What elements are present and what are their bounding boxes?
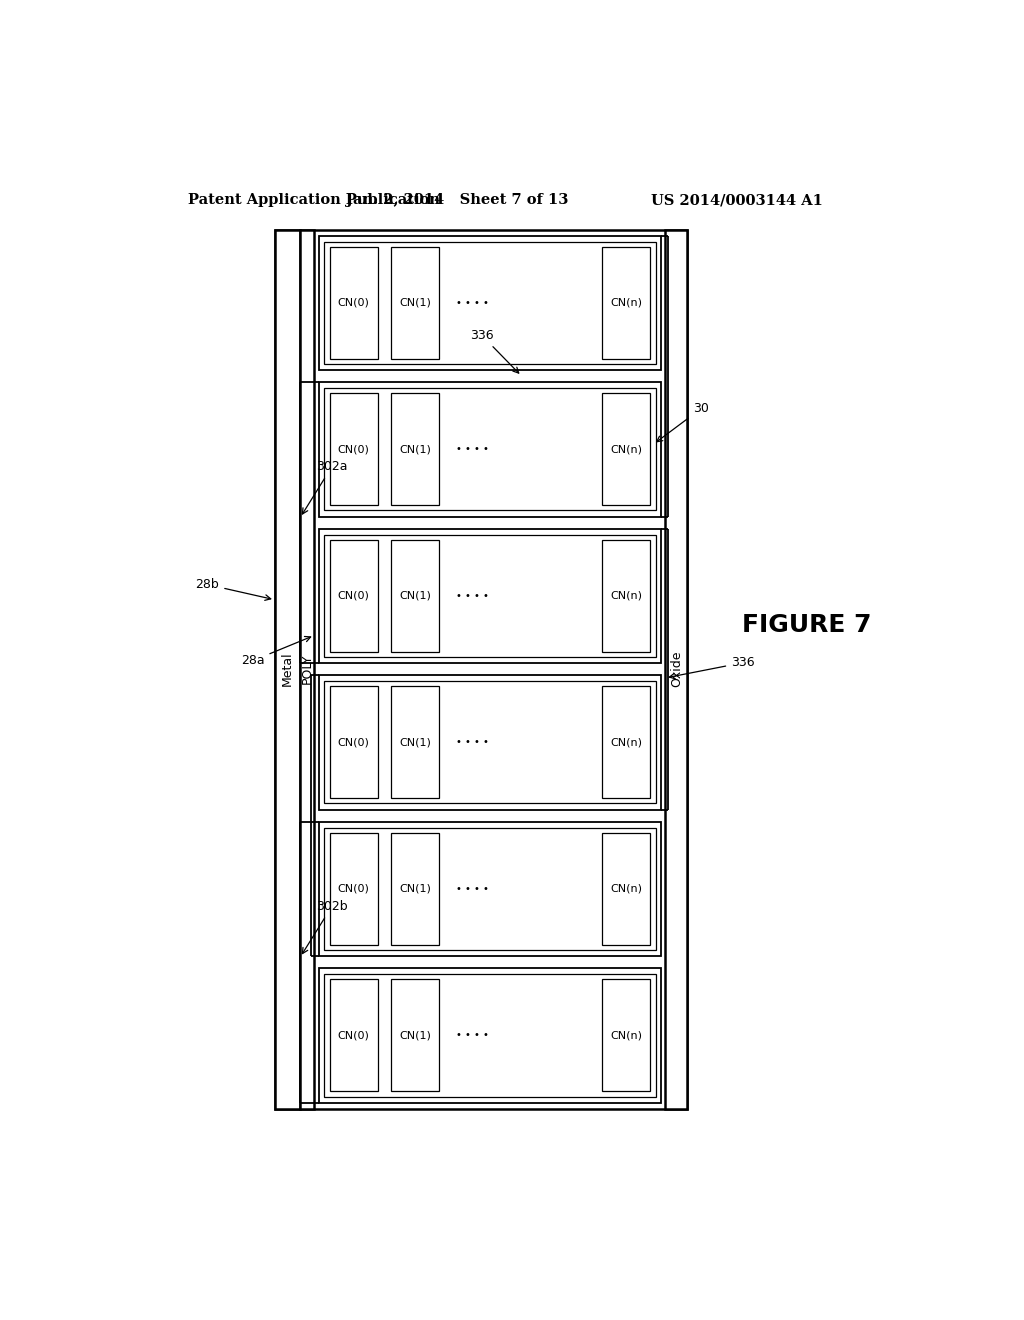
Bar [324, 974, 655, 1097]
Text: • • • •: • • • • [456, 738, 488, 747]
Bar [602, 833, 650, 945]
Bar [391, 393, 439, 506]
Bar [319, 236, 660, 370]
Text: • • • •: • • • • [456, 445, 488, 454]
Bar [330, 833, 378, 945]
Bar [391, 833, 439, 945]
Text: • • • •: • • • • [456, 591, 488, 601]
Text: CN(1): CN(1) [399, 738, 431, 747]
Text: CN(n): CN(n) [610, 445, 642, 454]
Text: • • • •: • • • • [456, 298, 488, 308]
Text: 302a: 302a [302, 461, 347, 513]
Bar [391, 979, 439, 1092]
Bar [319, 822, 660, 956]
Text: CN(0): CN(0) [338, 445, 370, 454]
Text: US 2014/0003144 A1: US 2014/0003144 A1 [650, 193, 822, 207]
Text: CN(n): CN(n) [610, 738, 642, 747]
Text: 336: 336 [470, 329, 519, 374]
Text: • • • •: • • • • [456, 1031, 488, 1040]
Bar [300, 230, 314, 1109]
Bar [330, 247, 378, 359]
Bar [391, 247, 439, 359]
Text: FIGURE 7: FIGURE 7 [741, 614, 871, 638]
Bar [274, 230, 687, 1109]
Text: CN(1): CN(1) [399, 298, 431, 308]
Text: CN(0): CN(0) [338, 884, 370, 894]
Text: CN(n): CN(n) [610, 884, 642, 894]
Bar [666, 230, 687, 1109]
Text: CN(0): CN(0) [338, 738, 370, 747]
Bar [391, 540, 439, 652]
Bar [330, 393, 378, 506]
Text: • • • •: • • • • [456, 884, 488, 894]
Bar [324, 828, 655, 950]
Text: Metal: Metal [281, 652, 294, 686]
Bar [324, 535, 655, 657]
Text: 28b: 28b [196, 578, 270, 601]
Text: 28a: 28a [241, 636, 310, 667]
Bar [330, 540, 378, 652]
Text: CN(1): CN(1) [399, 445, 431, 454]
Bar [319, 383, 660, 516]
Bar [324, 242, 655, 364]
Bar [319, 969, 660, 1102]
Text: CN(1): CN(1) [399, 591, 431, 601]
Bar [602, 686, 650, 799]
Text: Jan. 2, 2014   Sheet 7 of 13: Jan. 2, 2014 Sheet 7 of 13 [346, 193, 568, 207]
Text: CN(0): CN(0) [338, 298, 370, 308]
Bar [274, 230, 300, 1109]
Bar [391, 686, 439, 799]
Text: CN(1): CN(1) [399, 1031, 431, 1040]
Bar [324, 681, 655, 804]
Text: CN(0): CN(0) [338, 591, 370, 601]
Bar [319, 529, 660, 663]
Text: CN(n): CN(n) [610, 298, 642, 308]
Text: 302b: 302b [302, 900, 348, 953]
Text: CN(n): CN(n) [610, 591, 642, 601]
Text: CN(n): CN(n) [610, 1031, 642, 1040]
Bar [330, 686, 378, 799]
Text: Oxide: Oxide [670, 651, 683, 688]
Bar [602, 540, 650, 652]
Bar [602, 393, 650, 506]
Bar [602, 979, 650, 1092]
Text: Patent Application Publication: Patent Application Publication [187, 193, 439, 207]
Text: CN(1): CN(1) [399, 884, 431, 894]
Bar [319, 676, 660, 809]
Bar [602, 247, 650, 359]
Text: POLY: POLY [301, 653, 313, 684]
Text: 30: 30 [656, 403, 709, 442]
Bar [330, 979, 378, 1092]
Text: CN(0): CN(0) [338, 1031, 370, 1040]
Bar [324, 388, 655, 511]
Text: 336: 336 [670, 656, 755, 678]
